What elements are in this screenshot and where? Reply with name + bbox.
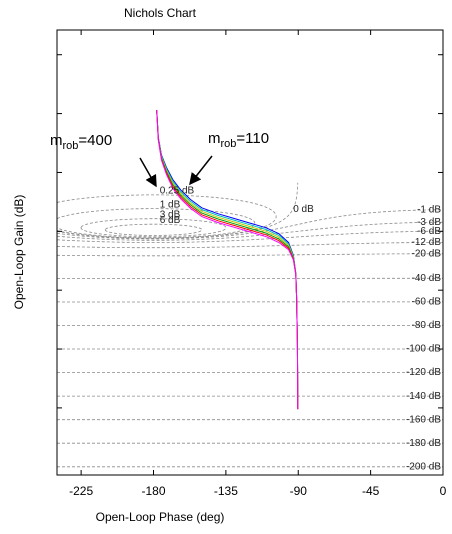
- grid-contour-label: -160 dB: [406, 414, 441, 425]
- annotation-sub: rob: [221, 138, 237, 150]
- grid-contour-label: -6 dB: [417, 226, 441, 237]
- grid-contour-label: -12 dB: [412, 237, 442, 248]
- plot-area: [57, 30, 443, 475]
- x-tick-label: -135: [214, 484, 238, 498]
- x-tick-label: -180: [141, 484, 165, 498]
- x-axis-label: Open-Loop Phase (deg): [96, 510, 225, 524]
- grid-contour-label: -40 dB: [412, 273, 442, 284]
- grid-contour-label: -180 dB: [406, 438, 441, 449]
- grid-contour-label: -1 dB: [417, 204, 441, 215]
- annotation-suffix: =110: [236, 130, 269, 147]
- grid-contour-label: -140 dB: [406, 391, 441, 402]
- x-tick-label: -90: [290, 484, 308, 498]
- y-axis-label: Open-Loop Gain (dB): [12, 195, 26, 310]
- x-tick-label: 0: [440, 484, 447, 498]
- grid-contour-label: -120 dB: [406, 367, 441, 378]
- annotation: mrob=400: [50, 132, 112, 152]
- grid-contour-label: 0.25 dB: [160, 186, 195, 197]
- annotation: mrob=110: [208, 130, 269, 150]
- grid-contour-label: -60 dB: [412, 297, 442, 308]
- x-tick-label: -225: [69, 484, 93, 498]
- annotation-text: m: [50, 132, 63, 149]
- grid-contour-label: -200 dB: [406, 461, 441, 472]
- chart-title: Nichols Chart: [124, 6, 197, 20]
- grid-contour-label: 6 dB: [160, 215, 181, 226]
- annotation-sub: rob: [63, 140, 79, 152]
- grid-contour-label: -80 dB: [412, 320, 442, 331]
- grid-contour-label: -100 dB: [406, 344, 441, 355]
- x-tick-label: -45: [362, 484, 380, 498]
- annotation-suffix: =400: [78, 132, 112, 149]
- grid-contour-label: -20 dB: [412, 248, 442, 259]
- annotation-text: m: [208, 130, 221, 147]
- grid-contour-label: 0 dB: [293, 204, 314, 215]
